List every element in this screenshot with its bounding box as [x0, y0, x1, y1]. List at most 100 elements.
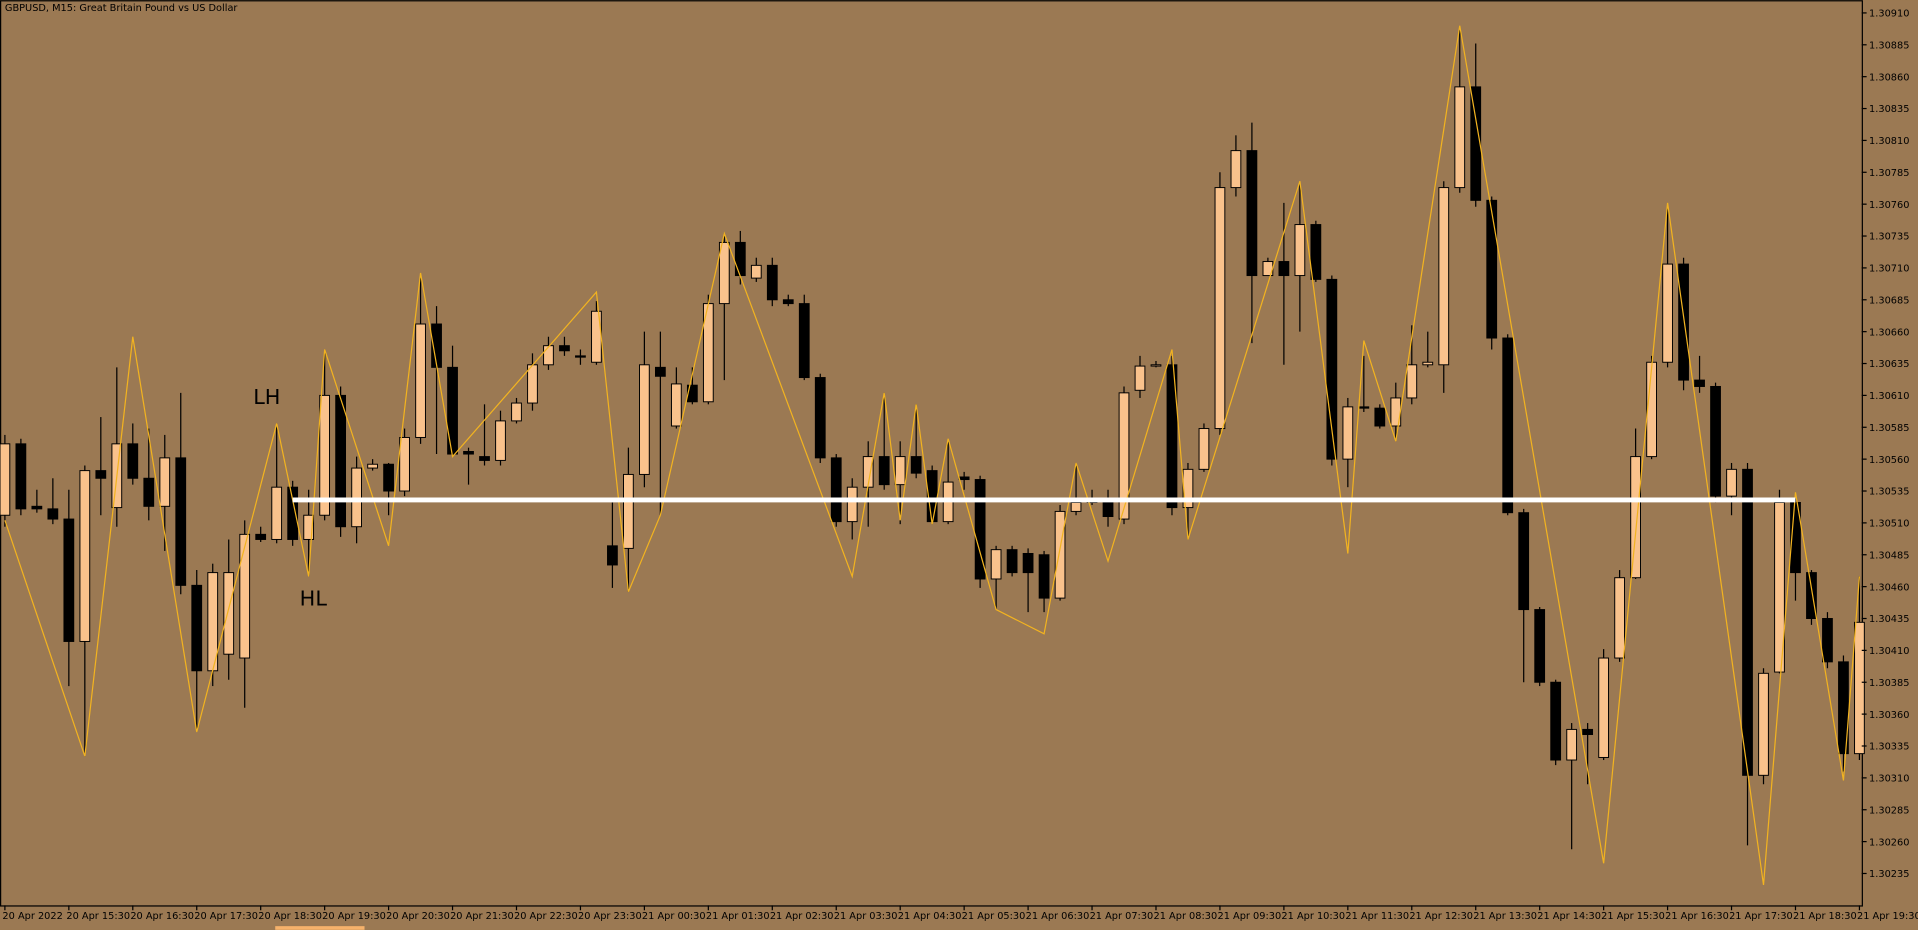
candle-body: [1790, 501, 1801, 574]
candle-body: [734, 241, 746, 277]
candle-body: [255, 533, 267, 540]
candle-body: [1550, 681, 1562, 761]
candle-body: [1230, 150, 1242, 189]
candle-body: [1374, 407, 1386, 427]
y-tick-label: 1.30785: [1869, 168, 1909, 179]
x-tick-label: 21 Apr 19:30: [1857, 911, 1918, 922]
candle-body: [1038, 554, 1050, 599]
candle-body: [495, 420, 506, 461]
candle-body: [527, 364, 538, 404]
candle-body: [830, 457, 842, 523]
y-tick-label: 1.30635: [1869, 359, 1909, 370]
y-tick-label: 1.30760: [1869, 200, 1909, 211]
candle-body: [1406, 364, 1418, 399]
candle-body: [846, 486, 858, 523]
candle-body: [1486, 199, 1498, 339]
y-tick-label: 1.30510: [1869, 519, 1909, 530]
candle-body: [1598, 657, 1610, 758]
candle-body: [575, 355, 586, 358]
candle-body: [1518, 512, 1530, 611]
candle-body: [415, 323, 426, 438]
candle-body: [1022, 552, 1034, 574]
y-tick-label: 1.30735: [1869, 232, 1909, 243]
candle-body: [1214, 187, 1226, 430]
y-tick-label: 1.30535: [1869, 487, 1909, 498]
x-tick-label: 20 Apr 17:30: [194, 911, 258, 922]
y-tick-label: 1.30410: [1869, 646, 1909, 657]
annotation: HL: [300, 587, 328, 611]
y-tick-label: 1.30710: [1869, 264, 1909, 275]
candle-body: [607, 545, 618, 566]
y-tick-label: 1.30835: [1869, 104, 1909, 115]
candle-body: [1678, 263, 1689, 381]
candle-body: [974, 479, 986, 580]
candle-body: [479, 456, 490, 461]
candle-body: [559, 345, 570, 352]
candle-body: [399, 436, 410, 492]
candle-body: [1582, 728, 1594, 736]
candle-body: [1726, 468, 1737, 497]
y-tick-label: 1.30310: [1869, 774, 1909, 785]
candle-body: [1454, 86, 1466, 189]
candle-body: [910, 456, 922, 474]
x-tick-label: 20 Apr 16:30: [130, 911, 194, 922]
candle-body: [383, 463, 394, 492]
candle-body: [798, 303, 810, 379]
candle-body: [1822, 618, 1833, 663]
candle-body: [1614, 577, 1626, 659]
x-tick-label: 21 Apr 14:30: [1537, 911, 1601, 922]
x-tick-label: 21 Apr 10:30: [1281, 911, 1345, 922]
candle-body: [990, 549, 1002, 580]
x-tick-label: 21 Apr 12:30: [1409, 911, 1473, 922]
candle-body: [95, 470, 107, 479]
candle-body: [159, 457, 171, 507]
candle-body: [1326, 278, 1338, 460]
candle-body: [1166, 364, 1178, 509]
x-tick-label: 21 Apr 17:30: [1729, 911, 1793, 922]
candle-body: [47, 508, 59, 520]
candle-body: [127, 443, 139, 479]
candle-body: [79, 470, 91, 642]
x-tick-label: 20 Apr 2022: [2, 911, 62, 922]
candle-body: [1134, 365, 1146, 391]
y-tick-label: 1.30610: [1869, 391, 1909, 402]
x-tick-label: 21 Apr 05:30: [962, 911, 1026, 922]
y-tick-label: 1.30585: [1869, 423, 1909, 434]
candle-body: [958, 476, 970, 481]
candle-body: [543, 345, 554, 366]
candle-body: [191, 584, 203, 672]
candle-body: [1246, 150, 1258, 277]
candle-body: [1438, 187, 1450, 366]
candle-body: [1710, 385, 1721, 497]
candle-body: [718, 241, 730, 305]
candle-body: [271, 486, 283, 540]
y-tick-label: 1.30235: [1869, 869, 1909, 880]
y-tick-label: 1.30485: [1869, 550, 1909, 561]
candle-body: [1662, 263, 1673, 363]
candle-body: [1774, 501, 1785, 673]
candle-body: [1310, 224, 1322, 280]
y-tick-label: 1.30810: [1869, 136, 1909, 147]
y-tick-label: 1.30860: [1869, 72, 1909, 83]
candle-body: [1534, 609, 1546, 683]
candle-body: [367, 463, 378, 469]
candle-body: [447, 366, 458, 455]
x-tick-label: 21 Apr 04:30: [898, 911, 962, 922]
candle-body: [335, 394, 347, 528]
candle-body: [351, 467, 362, 528]
y-tick-label: 1.30360: [1869, 710, 1909, 721]
x-tick-label: 21 Apr 01:30: [706, 911, 770, 922]
candle-body: [750, 264, 762, 279]
marks: [0, 25, 1865, 886]
y-tick-label: 1.30660: [1869, 327, 1909, 338]
candle-body: [782, 299, 794, 305]
candle-body: [31, 505, 43, 510]
chart-title: GBPUSD, M15: Great Britain Pound vs US D…: [5, 3, 239, 14]
candle-body: [814, 377, 826, 459]
candle-body: [1070, 501, 1082, 512]
candle-body: [639, 364, 650, 475]
candle-body: [1118, 392, 1130, 520]
x-tick-label: 20 Apr 22:30: [514, 911, 578, 922]
candle-body: [1806, 572, 1817, 619]
candle-body: [1102, 499, 1114, 518]
